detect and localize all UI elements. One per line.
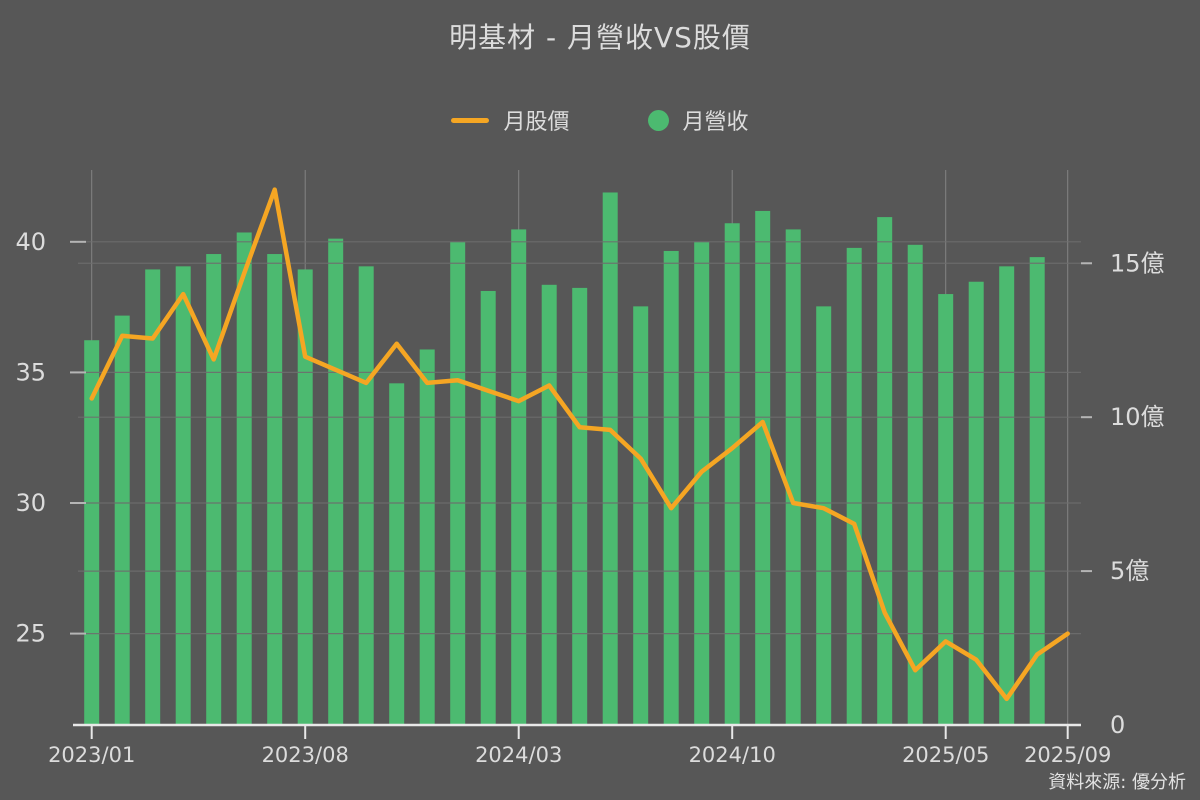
revenue-bar[interactable] [877,217,893,726]
revenue-bar[interactable] [206,254,222,725]
x-axis-label: 2023/08 [262,743,349,767]
revenue-bar[interactable] [755,210,771,726]
revenue-bar[interactable] [1029,257,1045,725]
data-source-note: 資料來源: 優分析 [1048,772,1186,793]
revenue-bar[interactable] [328,238,344,725]
revenue-bar[interactable] [480,290,496,725]
revenue-bar[interactable] [389,383,405,725]
left-axis-label: 30 [15,489,46,517]
revenue-bar[interactable] [846,247,862,725]
revenue-dot-swatch-icon [647,109,669,131]
revenue-bar[interactable] [999,266,1015,725]
revenue-bar[interactable] [663,250,679,726]
revenue-bar[interactable] [694,241,710,726]
revenue-bar[interactable] [633,306,649,725]
revenue-bar[interactable] [816,306,832,725]
x-axis-label: 2024/10 [689,743,776,767]
chart-title: 明基材 - 月營收VS股價 [449,21,751,54]
revenue-bar[interactable] [938,294,954,725]
revenue-bar[interactable] [175,266,191,725]
horizontal-gridlines [78,241,1081,635]
left-axis-label: 40 [15,228,46,256]
revenue-bar[interactable] [724,223,740,725]
chart-legend: 月股價 月營收 [0,104,1200,136]
x-axis-label: 2024/03 [475,743,562,767]
legend-revenue-label: 月營收 [682,110,749,135]
left-axis-label: 35 [15,358,46,386]
revenue-bar[interactable] [602,192,618,725]
revenue-bar[interactable] [236,232,252,725]
left-axis-label: 25 [15,620,46,648]
price-line-swatch-icon [451,117,490,123]
legend-item-price[interactable]: 月股價 [451,104,570,136]
x-axis-label: 2025/09 [1024,743,1111,767]
revenue-bar[interactable] [114,315,130,725]
revenue-bar[interactable] [907,244,923,725]
revenue-bar[interactable] [358,266,374,725]
revenue-bar[interactable] [145,269,161,725]
revenue-bar[interactable] [511,229,527,726]
revenue-bar[interactable] [450,241,466,726]
right-axis-label: 15億 [1110,249,1165,277]
axis-labels: 25 30 35 40 0 5億 10億 15億 2023/01 2023/08 2024/03 20… [15,228,1164,767]
price-line[interactable] [89,187,1070,702]
revenue-bar[interactable] [572,287,588,725]
revenue-bar[interactable] [541,284,557,725]
revenue-bar[interactable] [267,254,283,725]
revenue-bar[interactable] [419,349,435,725]
axis-ticks [70,240,1092,739]
revenue-bar[interactable] [785,229,801,726]
legend-price-label: 月股價 [503,110,570,135]
x-axis-label: 2025/05 [902,743,989,767]
right-axis-label: 10億 [1110,403,1165,431]
revenue-bar[interactable] [297,269,313,725]
legend-item-revenue[interactable]: 月營收 [647,104,749,136]
right-axis-label: 0 [1110,711,1125,739]
x-axis-label: 2023/01 [48,743,135,767]
right-axis-label: 5億 [1110,557,1149,585]
revenue-bar[interactable] [84,340,100,725]
